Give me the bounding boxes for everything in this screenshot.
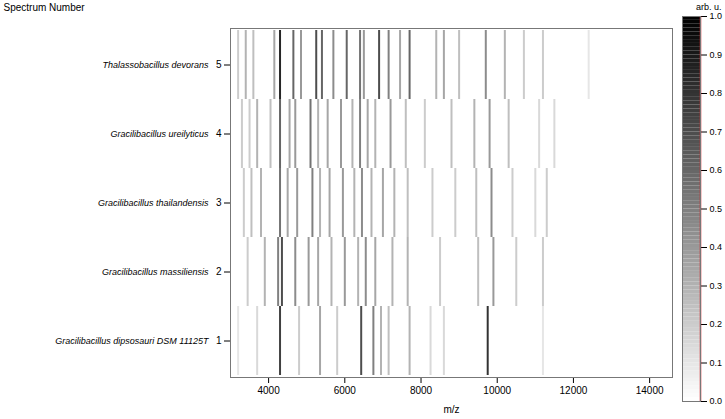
- svg-text:5: 5: [216, 59, 222, 70]
- svg-text:Gracilibacillus massiliensis: Gracilibacillus massiliensis: [102, 267, 209, 277]
- svg-text:3: 3: [216, 197, 222, 208]
- svg-text:Gracilibacillus thailandensis: Gracilibacillus thailandensis: [98, 198, 209, 208]
- svg-text:10000: 10000: [483, 385, 511, 396]
- svg-text:6000: 6000: [334, 385, 357, 396]
- svg-text:0.6: 0.6: [710, 165, 723, 175]
- svg-text:m/z: m/z: [443, 404, 459, 415]
- svg-text:4000: 4000: [257, 385, 280, 396]
- svg-text:1.0: 1.0: [710, 11, 723, 21]
- svg-text:Thalassobacillus devorans: Thalassobacillus devorans: [102, 60, 209, 70]
- svg-text:0.8: 0.8: [710, 88, 723, 98]
- svg-text:Gracilibacillus ureilyticus: Gracilibacillus ureilyticus: [110, 129, 209, 139]
- svg-text:0.3: 0.3: [710, 281, 723, 291]
- svg-text:2: 2: [216, 266, 222, 277]
- svg-text:1: 1: [216, 335, 222, 346]
- svg-text:4: 4: [216, 128, 222, 139]
- svg-text:0.4: 0.4: [710, 242, 723, 252]
- svg-text:0.7: 0.7: [710, 127, 723, 137]
- svg-text:0.5: 0.5: [710, 204, 723, 214]
- svg-text:0.1: 0.1: [710, 358, 723, 368]
- svg-text:Spectrum Number: Spectrum Number: [4, 2, 86, 13]
- svg-text:0.9: 0.9: [710, 50, 723, 60]
- svg-text:Gracilibacillus dipsosauri DSM: Gracilibacillus dipsosauri DSM 11125T: [55, 336, 210, 346]
- svg-text:arb. u.: arb. u.: [696, 2, 722, 12]
- svg-text:14000: 14000: [636, 385, 664, 396]
- svg-text:0.0: 0.0: [710, 396, 723, 406]
- svg-text:12000: 12000: [560, 385, 588, 396]
- svg-text:8000: 8000: [410, 385, 433, 396]
- svg-text:0.2: 0.2: [710, 319, 723, 329]
